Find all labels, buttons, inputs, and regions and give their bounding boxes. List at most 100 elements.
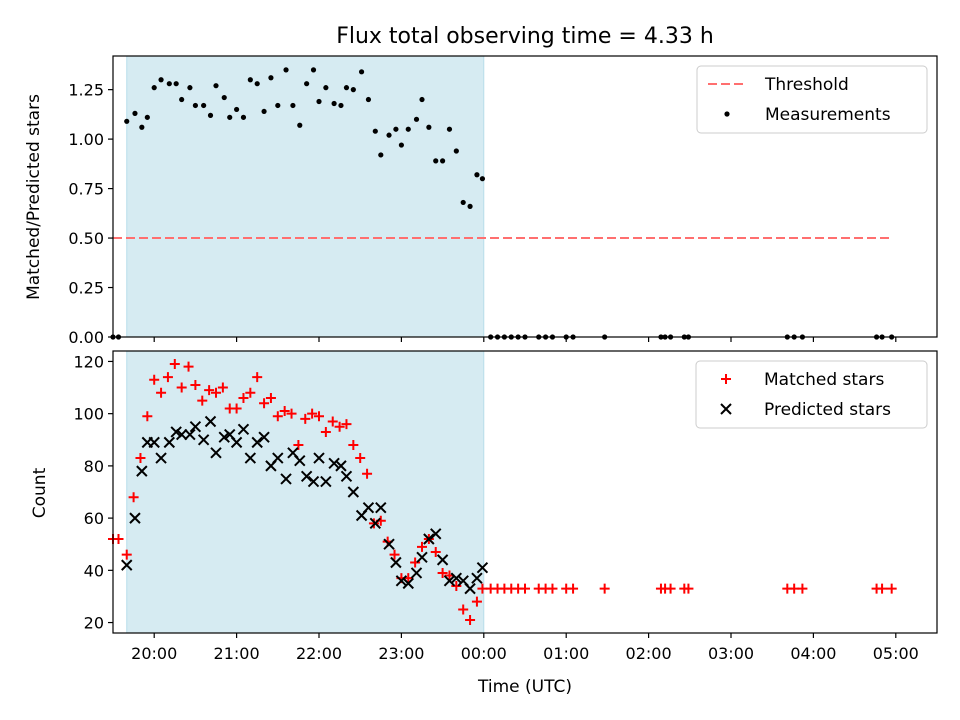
bottom-y-tick-label: 60 (84, 509, 104, 528)
bottom-y-tick-label: 120 (73, 352, 104, 371)
legend-entry-label: Threshold (764, 75, 849, 95)
measurement-point (207, 112, 214, 118)
matched-star-point (265, 393, 276, 403)
x-tick-label: 01:00 (543, 644, 589, 663)
predicted-star-point (175, 428, 188, 441)
measurement-point (124, 118, 130, 124)
measurement-point (151, 85, 157, 91)
matched-star-point (355, 453, 366, 464)
measurement-point (201, 102, 207, 109)
measurement-point (166, 81, 172, 87)
predicted-star-point (476, 562, 489, 574)
measurement-point (378, 152, 384, 158)
matched-star-point (217, 382, 228, 393)
matched-star-point (327, 416, 338, 427)
measurement-point (440, 158, 446, 164)
measurement-point (405, 126, 411, 132)
matched-star-point (430, 547, 441, 558)
bottom-panel: 20 40 60 80 100 120 20:00 21:00 22:00 23:00 00:00 0… (73, 350, 938, 663)
measurement-point (221, 94, 227, 101)
measurement-point (467, 203, 473, 209)
measurement-point (316, 98, 322, 105)
predicted-star-point (423, 533, 435, 545)
top-legend: Threshold Measurements (696, 65, 928, 134)
matched-star-point (204, 385, 215, 396)
top-y-axis-label: Matched/Predicted stars (24, 94, 44, 300)
matched-star-point (362, 468, 373, 479)
measurement-point (227, 114, 233, 120)
top-legend-box (696, 65, 928, 134)
top-y-tick-label: 0.25 (68, 279, 104, 298)
measurement-point (275, 102, 281, 109)
matched-star-point (259, 398, 270, 409)
matched-star-point (465, 614, 476, 625)
series-matched-stars (108, 359, 897, 625)
matched-star-point (113, 534, 124, 544)
x-tick-label: 23:00 (378, 644, 424, 663)
legend-entry-label: Measurements (765, 105, 891, 125)
measurement-point (398, 142, 404, 148)
predicted-star-point (163, 436, 176, 449)
measurement-point (338, 102, 344, 109)
matched-star-point (520, 583, 530, 594)
measurement-point (426, 124, 432, 130)
predicted-star-point (369, 517, 382, 530)
matched-star-point (176, 382, 187, 393)
x-tick-label: 22:00 (296, 644, 342, 663)
matched-star-point (665, 583, 676, 594)
matched-star-point (162, 372, 173, 383)
measurement-point (173, 81, 179, 87)
predicted-star-point (313, 452, 325, 464)
x-tick-label: 04:00 (790, 644, 836, 663)
matched-star-point (458, 604, 469, 615)
predicted-star-point (390, 556, 402, 569)
measurement-point (419, 96, 425, 103)
predicted-star-point (136, 465, 148, 477)
bottom-y-axis-label: Count (30, 467, 50, 518)
predicted-star-point (471, 572, 483, 584)
matched-star-point (231, 403, 242, 414)
bottom-y-tick-label: 100 (73, 405, 104, 424)
predicted-star-point (335, 460, 347, 472)
matched-star-point (197, 395, 208, 406)
predicted-star-point (129, 512, 141, 524)
measurement-point (350, 87, 356, 93)
measurement-point (234, 106, 240, 113)
measurement-point (247, 77, 253, 83)
matched-star-point (245, 387, 256, 398)
matched-star-point (135, 453, 146, 464)
predicted-star-point (148, 436, 160, 449)
predicted-star-point (272, 452, 284, 464)
legend-entry-label: Predicted stars (764, 400, 891, 420)
measurement-point (343, 85, 350, 91)
x-tick-label: 21:00 (214, 644, 260, 663)
measurement-point (474, 172, 480, 178)
matched-star-point (451, 581, 462, 591)
matched-star-point (410, 557, 421, 568)
measurement-point (479, 176, 486, 182)
top-axes-frame (112, 55, 938, 338)
matched-star-point (877, 583, 888, 594)
matched-star-point (314, 411, 324, 422)
measurement-point (358, 69, 365, 75)
top-panel: 0.00 0.25 0.50 0.75 1.00 1.25 Threshold Measure… (68, 55, 938, 347)
predicted-star-point (300, 470, 313, 483)
matched-star-point (547, 583, 558, 594)
measurement-point (393, 126, 399, 132)
measurement-point (413, 116, 420, 122)
measurement-point (192, 102, 198, 109)
measurement-point (460, 199, 466, 206)
predicted-star-point (347, 486, 360, 498)
measurement-point (433, 158, 439, 164)
matched-star-point (300, 413, 311, 424)
bottom-legend: Matched stars Predicted stars (695, 360, 928, 429)
matched-star-point (599, 583, 610, 594)
predicted-star-point (230, 436, 243, 449)
predicted-star-point (383, 538, 395, 550)
matched-star-point (286, 408, 297, 419)
predicted-star-point (328, 457, 340, 469)
measurement-point (158, 77, 164, 83)
matched-star-point (279, 406, 290, 417)
measurement-point (310, 67, 317, 73)
predicted-star-point (436, 554, 449, 566)
